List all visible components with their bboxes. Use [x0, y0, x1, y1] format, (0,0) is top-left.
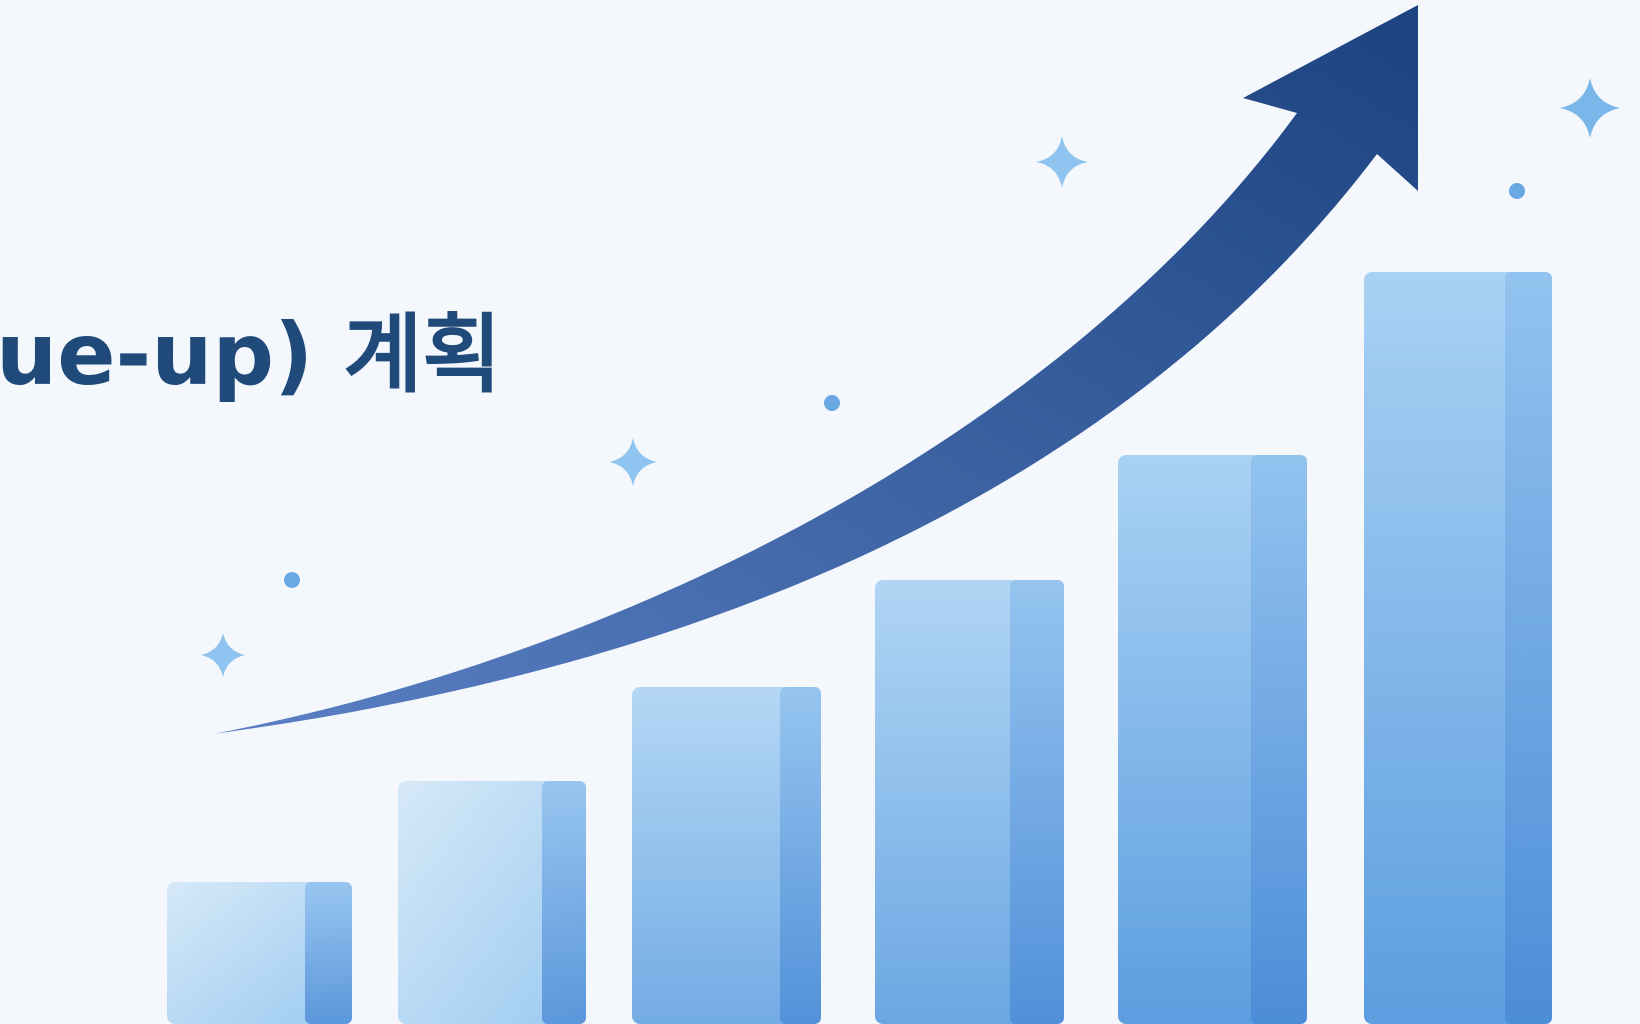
bar-side [1251, 455, 1307, 1024]
sparkle [1560, 78, 1620, 138]
bar [632, 687, 821, 1024]
sparkles [201, 78, 1620, 677]
bar-side [1505, 272, 1552, 1024]
arrow [213, 5, 1418, 734]
sparkle [1036, 136, 1088, 188]
sparkle [201, 633, 245, 677]
sparkle [609, 438, 657, 486]
dot [284, 572, 300, 588]
bar [398, 781, 586, 1024]
bar-side [780, 687, 821, 1024]
bar-side [542, 781, 586, 1024]
bars [167, 272, 1552, 1024]
bar-side [305, 882, 352, 1024]
title: ue-up) 계획 [0, 305, 502, 405]
dot [824, 395, 840, 411]
bar-side [1010, 580, 1064, 1024]
dot [1509, 183, 1525, 199]
